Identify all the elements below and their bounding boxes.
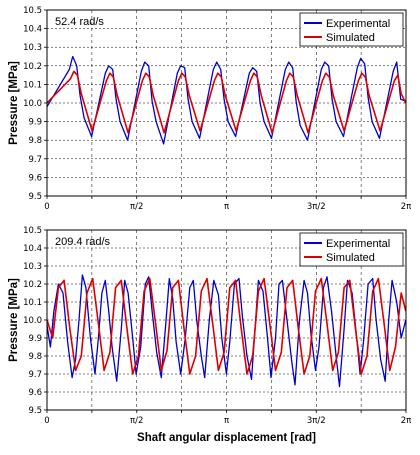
x-tick-label: 0 — [44, 202, 49, 212]
chart-panel-1: 9.5 9.6 9.7 9.8 9.9 10.0 10.1 10.2 10.3 10.4 10.5 0… — [8, 6, 411, 212]
legend-label: Simulated — [326, 252, 375, 264]
legend-label: Simulated — [326, 32, 375, 44]
x-axis-label: Shaft angular displacement [rad] — [137, 432, 316, 444]
y-tick-label: 10.3 — [23, 262, 42, 272]
speed-annotation: 209.4 rad/s — [55, 236, 111, 248]
x-tick-label: π — [224, 416, 229, 426]
series-line-simulated — [46, 277, 407, 375]
series-line-experimental — [46, 274, 407, 388]
y-axis-label: Pressure [MPa] — [8, 61, 20, 145]
x-tick-label: 3π/2 — [307, 202, 326, 212]
y-tick-label: 10.2 — [23, 280, 42, 290]
plot-frame — [46, 229, 407, 411]
y-tick-label: 9.7 — [28, 370, 42, 380]
legend-box — [299, 12, 404, 47]
y-tick-label: 10.4 — [23, 244, 42, 254]
y-tick-label: 10.0 — [23, 316, 42, 326]
x-tick-label: π — [224, 202, 229, 212]
y-tick-label: 9.6 — [28, 388, 42, 398]
y-axis-label: Pressure [MPa] — [8, 278, 20, 362]
y-tick-label: 9.6 — [28, 173, 42, 183]
y-tick-label: 9.5 — [28, 192, 42, 202]
x-tick-label: 3π/2 — [307, 416, 326, 426]
legend-label: Experimental — [326, 238, 390, 250]
y-tick-label: 9.9 — [28, 334, 42, 344]
legend-box — [299, 232, 404, 267]
x-tick-label: π/2 — [130, 416, 143, 426]
x-tick-label: 2π — [401, 416, 412, 426]
y-tick-label: 10.0 — [23, 99, 42, 109]
y-tick-label: 10.5 — [23, 6, 42, 16]
y-tick-label: 9.5 — [28, 406, 42, 416]
x-tick-label: π/2 — [130, 202, 143, 212]
series-line-simulated — [46, 70, 407, 134]
y-tick-label: 10.5 — [23, 226, 42, 236]
series-line-experimental — [46, 55, 407, 145]
y-tick-label: 9.8 — [28, 136, 42, 146]
plot-frame — [46, 9, 407, 197]
y-tick-label: 10.4 — [23, 25, 42, 35]
y-tick-label: 10.3 — [23, 43, 42, 53]
legend-label: Experimental — [326, 18, 390, 30]
x-tick-label: 0 — [44, 416, 49, 426]
y-tick-label: 10.1 — [23, 80, 42, 90]
y-tick-label: 9.8 — [28, 352, 42, 362]
y-tick-label: 9.9 — [28, 118, 42, 128]
speed-annotation: 52.4 rad/s — [55, 16, 104, 28]
x-tick-label: 2π — [401, 202, 412, 212]
y-tick-label: 10.2 — [23, 62, 42, 72]
chart-panel-2: 9.5 9.6 9.7 9.8 9.9 10.0 10.1 10.2 10.3 10.4 10.5 0… — [8, 226, 411, 444]
y-tick-label: 9.7 — [28, 155, 42, 165]
y-tick-label: 10.1 — [23, 298, 42, 308]
